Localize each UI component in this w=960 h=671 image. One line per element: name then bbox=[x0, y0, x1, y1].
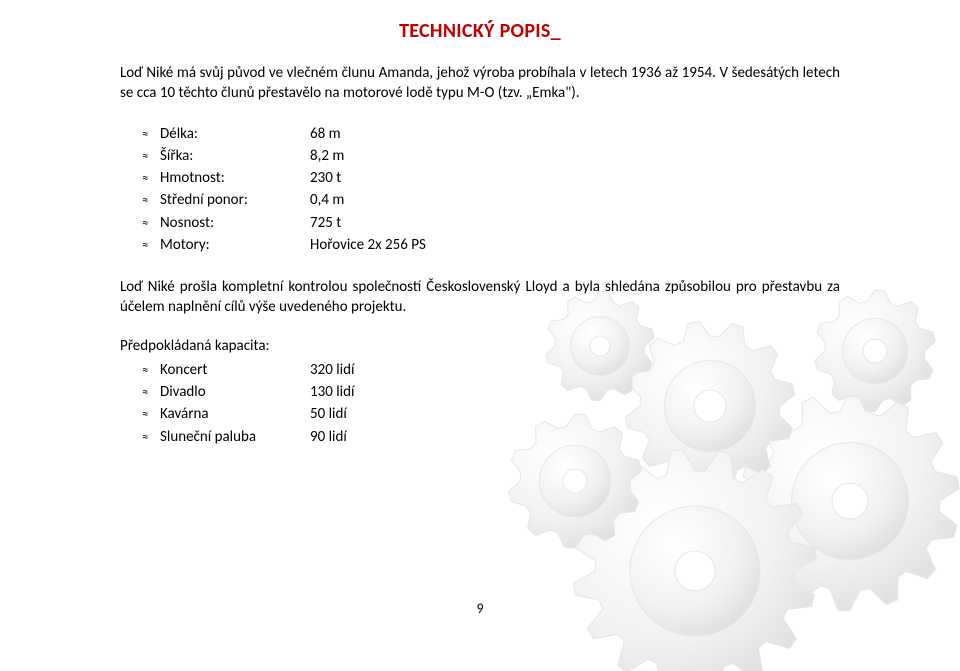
bullet-icon: ≈ bbox=[142, 170, 160, 188]
spec-value: 230 t bbox=[310, 168, 840, 188]
capacity-value: 50 lidí bbox=[310, 404, 840, 424]
capacity-label: Kavárna bbox=[160, 404, 310, 424]
bullet-icon: ≈ bbox=[142, 384, 160, 402]
page-number: 9 bbox=[0, 600, 960, 617]
bullet-icon: ≈ bbox=[142, 215, 160, 233]
spec-label: Motory: bbox=[160, 235, 310, 255]
spec-row: ≈Nosnost:725 t bbox=[120, 213, 840, 233]
page-title: TECHNICKÝ POPIS_ bbox=[120, 18, 840, 45]
page-container: TECHNICKÝ POPIS_ Loď Niké má svůj původ … bbox=[0, 0, 960, 631]
spec-label: Šířka: bbox=[160, 146, 310, 166]
spec-row: ≈Délka:68 m bbox=[120, 124, 840, 144]
capacity-label: Sluneční paluba bbox=[160, 427, 310, 447]
spec-value: 8,2 m bbox=[310, 146, 840, 166]
bullet-icon: ≈ bbox=[142, 429, 160, 447]
intro-paragraph: Loď Niké má svůj původ ve vlečném člunu … bbox=[120, 63, 840, 104]
spec-label: Nosnost: bbox=[160, 213, 310, 233]
bullet-icon: ≈ bbox=[142, 192, 160, 210]
paragraph-2: Loď Niké prošla kompletní kontrolou spol… bbox=[120, 277, 840, 318]
capacity-row: ≈Kavárna50 lidí bbox=[120, 404, 840, 424]
capacity-value: 130 lidí bbox=[310, 382, 840, 402]
spec-row: ≈Střední ponor:0,4 m bbox=[120, 190, 840, 210]
bullet-icon: ≈ bbox=[142, 362, 160, 380]
spec-value: 0,4 m bbox=[310, 190, 840, 210]
bullet-icon: ≈ bbox=[142, 237, 160, 255]
capacity-value: 90 lidí bbox=[310, 427, 840, 447]
bullet-icon: ≈ bbox=[142, 126, 160, 144]
spec-row: ≈Motory:Hořovice 2x 256 PS bbox=[120, 235, 840, 255]
spec-value: 725 t bbox=[310, 213, 840, 233]
capacity-row: ≈Koncert320 lidí bbox=[120, 360, 840, 380]
capacity-value: 320 lidí bbox=[310, 360, 840, 380]
capacity-row: ≈Divadlo130 lidí bbox=[120, 382, 840, 402]
capacity-list: ≈Koncert320 lidí≈Divadlo130 lidí≈Kavárna… bbox=[120, 360, 840, 447]
spec-row: ≈Šířka:8,2 m bbox=[120, 146, 840, 166]
bullet-icon: ≈ bbox=[142, 148, 160, 166]
capacity-label: Divadlo bbox=[160, 382, 310, 402]
spec-label: Délka: bbox=[160, 124, 310, 144]
bullet-icon: ≈ bbox=[142, 406, 160, 424]
capacity-title: Předpokládaná kapacita: bbox=[120, 336, 840, 356]
spec-value: Hořovice 2x 256 PS bbox=[310, 235, 840, 255]
spec-label: Střední ponor: bbox=[160, 190, 310, 210]
specs-list: ≈Délka:68 m≈Šířka:8,2 m≈Hmotnost:230 t≈S… bbox=[120, 124, 840, 256]
capacity-label: Koncert bbox=[160, 360, 310, 380]
capacity-row: ≈Sluneční paluba90 lidí bbox=[120, 427, 840, 447]
spec-label: Hmotnost: bbox=[160, 168, 310, 188]
spec-row: ≈Hmotnost:230 t bbox=[120, 168, 840, 188]
spec-value: 68 m bbox=[310, 124, 840, 144]
